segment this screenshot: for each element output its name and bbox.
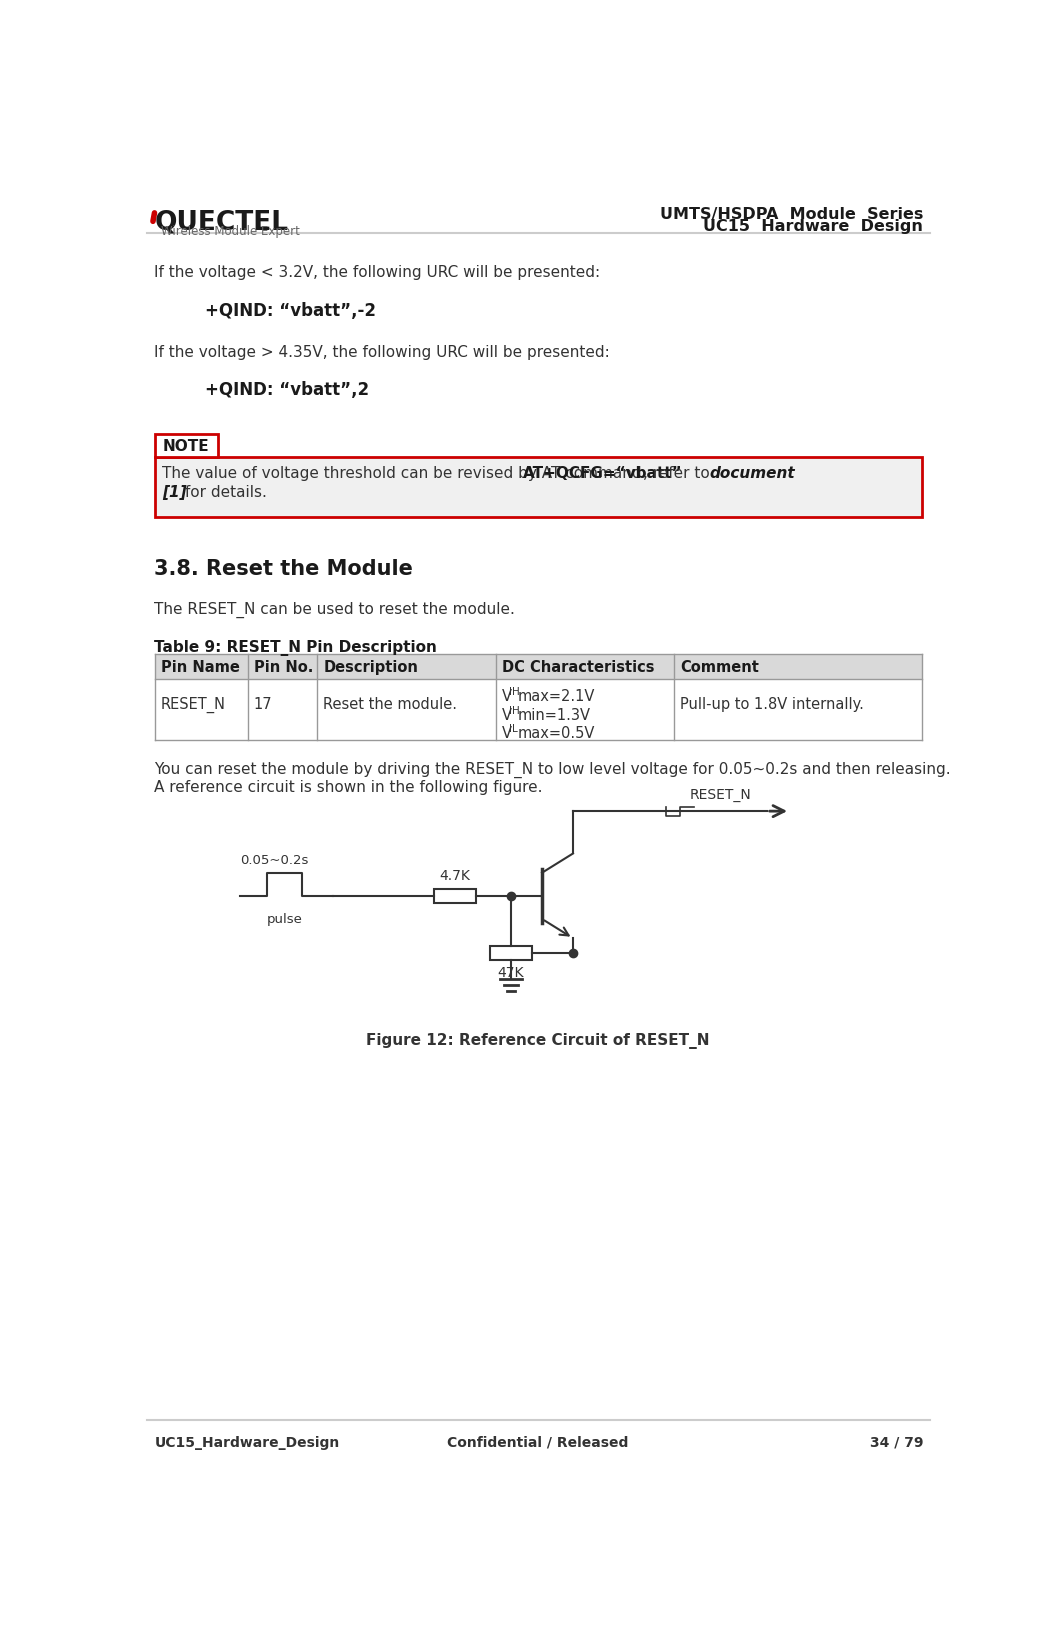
Bar — [154, 654, 922, 679]
Text: IL: IL — [508, 724, 518, 734]
Text: 47K: 47K — [498, 965, 524, 980]
Text: Reset the module.: Reset the module. — [323, 697, 458, 713]
Text: If the voltage < 3.2V, the following URC will be presented:: If the voltage < 3.2V, the following URC… — [154, 266, 601, 280]
Text: 4.7K: 4.7K — [439, 869, 470, 883]
Text: [1]: [1] — [163, 485, 187, 500]
Text: RESET_N: RESET_N — [690, 788, 751, 801]
Text: Comment: Comment — [680, 661, 759, 675]
Text: +QIND: “vbatt”,-2: +QIND: “vbatt”,-2 — [205, 302, 376, 320]
Text: 0.05~0.2s: 0.05~0.2s — [239, 854, 308, 867]
Text: 34 / 79: 34 / 79 — [869, 1436, 923, 1449]
Text: 17: 17 — [254, 697, 272, 713]
Text: AT+QCFG=“vbatt”: AT+QCFG=“vbatt” — [523, 465, 684, 482]
Text: , refer to: , refer to — [643, 465, 714, 482]
Bar — [154, 434, 218, 457]
Text: UMTS/HSDPA  Module  Series: UMTS/HSDPA Module Series — [660, 207, 923, 221]
Text: +QIND: “vbatt”,2: +QIND: “vbatt”,2 — [205, 382, 369, 400]
Text: RESET_N: RESET_N — [161, 697, 226, 713]
Text: Table 9: RESET_N Pin Description: Table 9: RESET_N Pin Description — [154, 641, 438, 656]
Text: Pin No.: Pin No. — [254, 661, 313, 675]
Text: IH: IH — [508, 687, 520, 697]
Text: V: V — [502, 726, 511, 741]
Bar — [434, 888, 476, 903]
Text: for details.: for details. — [181, 485, 267, 500]
Text: Figure 12: Reference Circuit of RESET_N: Figure 12: Reference Circuit of RESET_N — [366, 1033, 710, 1049]
Text: UC15  Hardware  Design: UC15 Hardware Design — [704, 220, 923, 234]
Text: QUECTEL: QUECTEL — [154, 210, 289, 236]
Text: A reference circuit is shown in the following figure.: A reference circuit is shown in the foll… — [154, 780, 543, 795]
Text: Confidential / Released: Confidential / Released — [447, 1436, 629, 1449]
Text: NOTE: NOTE — [163, 439, 210, 454]
Text: Pin Name: Pin Name — [161, 661, 239, 675]
Text: min=1.3V: min=1.3V — [518, 708, 591, 723]
Text: UC15_Hardware_Design: UC15_Hardware_Design — [154, 1436, 340, 1449]
Text: Wireless Module Expert: Wireless Module Expert — [161, 225, 299, 238]
Text: Description: Description — [323, 661, 418, 675]
Text: If the voltage > 4.35V, the following URC will be presented:: If the voltage > 4.35V, the following UR… — [154, 344, 610, 359]
Text: document: document — [710, 465, 795, 482]
Text: max=2.1V: max=2.1V — [518, 690, 595, 705]
Text: max=0.5V: max=0.5V — [518, 726, 595, 741]
Text: DC Characteristics: DC Characteristics — [502, 661, 654, 675]
Text: pulse: pulse — [267, 913, 302, 926]
Text: The RESET_N can be used to reset the module.: The RESET_N can be used to reset the mod… — [154, 602, 516, 618]
Text: 3.8. Reset the Module: 3.8. Reset the Module — [154, 559, 414, 579]
Text: Pull-up to 1.8V internally.: Pull-up to 1.8V internally. — [680, 697, 864, 713]
Bar — [489, 946, 532, 960]
Text: You can reset the module by driving the RESET_N to low level voltage for 0.05~0.: You can reset the module by driving the … — [154, 762, 951, 779]
Text: V: V — [502, 708, 511, 723]
Text: The value of voltage threshold can be revised by AT command: The value of voltage threshold can be re… — [163, 465, 647, 482]
Bar — [154, 457, 922, 516]
Text: IH: IH — [508, 706, 520, 716]
Text: V: V — [502, 690, 511, 705]
